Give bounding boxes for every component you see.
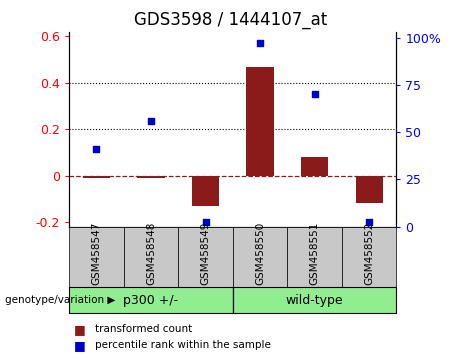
Text: GSM458552: GSM458552: [364, 222, 374, 285]
Point: [202, 219, 209, 225]
Bar: [69, 287, 233, 313]
Text: percentile rank within the sample: percentile rank within the sample: [95, 340, 271, 350]
Text: GSM458547: GSM458547: [91, 222, 101, 285]
Text: GSM458548: GSM458548: [146, 222, 156, 285]
Bar: [247, 67, 274, 176]
Text: transformed count: transformed count: [95, 324, 192, 334]
Text: GSM458551: GSM458551: [310, 222, 319, 285]
Text: ■: ■: [74, 339, 85, 352]
Point: [148, 118, 155, 124]
Bar: [233, 287, 396, 313]
Bar: [301, 157, 328, 176]
Point: [93, 146, 100, 152]
Text: GDS3598 / 1444107_at: GDS3598 / 1444107_at: [134, 11, 327, 29]
Bar: [137, 176, 165, 178]
Text: p300 +/-: p300 +/-: [124, 293, 178, 307]
Point: [311, 91, 318, 97]
Bar: [355, 176, 383, 204]
Text: genotype/variation ▶: genotype/variation ▶: [5, 295, 115, 305]
Text: wild-type: wild-type: [286, 293, 343, 307]
Bar: [69, 227, 124, 287]
Text: GSM458550: GSM458550: [255, 222, 265, 285]
Bar: [83, 176, 110, 178]
Bar: [124, 227, 178, 287]
Point: [256, 40, 264, 46]
Bar: [287, 227, 342, 287]
Point: [366, 219, 373, 225]
Text: ■: ■: [74, 323, 85, 336]
Bar: [342, 227, 396, 287]
Bar: [192, 176, 219, 206]
Bar: [233, 227, 287, 287]
Bar: [178, 227, 233, 287]
Text: GSM458549: GSM458549: [201, 222, 211, 285]
